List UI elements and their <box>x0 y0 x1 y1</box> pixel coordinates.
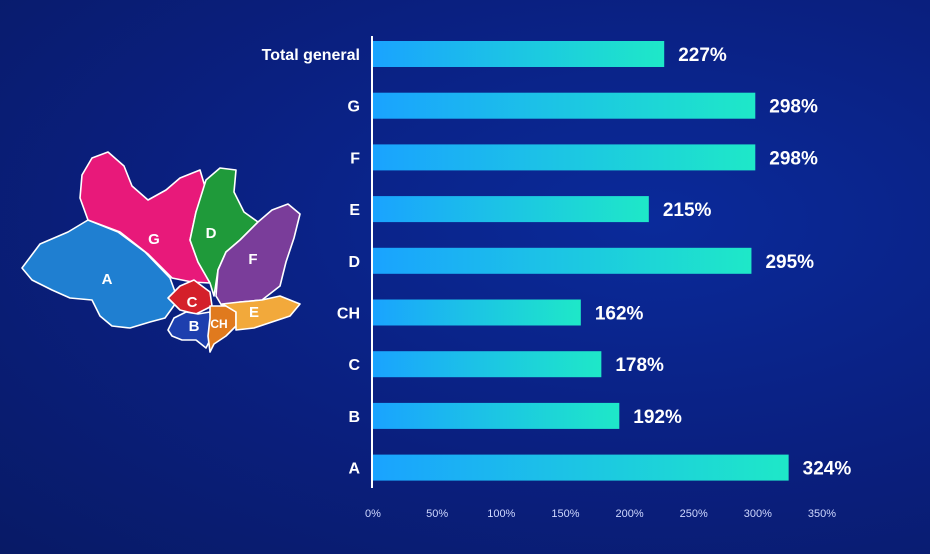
category-label: Total general <box>262 47 360 64</box>
bar <box>373 454 789 481</box>
map-label-b: B <box>189 318 200 335</box>
bar <box>373 144 756 171</box>
category-label: A <box>348 461 360 478</box>
x-tick-label: 350% <box>808 508 836 520</box>
bar <box>373 92 756 119</box>
region-map: A G D F C B CH E <box>21 151 301 353</box>
data-label: 227% <box>678 45 727 66</box>
bar <box>373 247 752 274</box>
x-tick-label: 300% <box>744 508 772 520</box>
bar <box>373 299 581 326</box>
data-label: 162% <box>595 304 644 325</box>
data-label: 324% <box>803 459 852 480</box>
map-label-a: A <box>102 271 113 288</box>
category-label: B <box>348 409 360 426</box>
map-label-f: F <box>248 251 257 268</box>
category-label: G <box>348 99 360 116</box>
category-label: C <box>348 357 360 374</box>
bar <box>373 41 665 67</box>
map-label-g: G <box>148 231 160 248</box>
category-label: F <box>350 150 360 167</box>
x-tick-label: 150% <box>551 508 579 520</box>
category-label: CH <box>337 306 360 323</box>
category-label: E <box>349 202 360 219</box>
data-label: 298% <box>769 97 818 118</box>
bar <box>373 196 649 223</box>
x-tick-label: 100% <box>487 508 515 520</box>
data-label: 295% <box>765 252 814 273</box>
map-label-c: C <box>187 294 198 311</box>
map-region-a <box>21 219 179 329</box>
data-label: 192% <box>633 407 682 428</box>
map-region-c <box>167 279 213 315</box>
map-label-ch: CH <box>210 317 227 331</box>
bar <box>373 351 602 378</box>
x-tick-label: 0% <box>365 508 381 520</box>
map-region-e <box>221 295 301 331</box>
x-tick-label: 50% <box>426 508 448 520</box>
x-tick-label: 250% <box>680 508 708 520</box>
map-label-e: E <box>249 304 259 321</box>
map-label-d: D <box>206 225 217 242</box>
data-label: 215% <box>663 200 712 221</box>
x-tick-label: 200% <box>616 508 644 520</box>
data-label: 178% <box>615 355 664 376</box>
category-label: D <box>348 254 360 271</box>
data-label: 298% <box>769 148 818 169</box>
bar <box>373 402 620 429</box>
